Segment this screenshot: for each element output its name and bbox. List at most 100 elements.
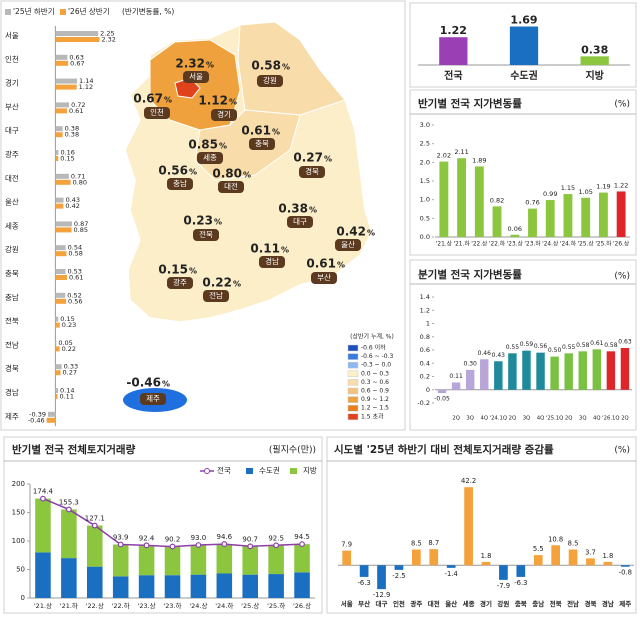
region-unit: % <box>214 218 222 227</box>
region-pill <box>167 178 193 190</box>
value-label: 0.85 <box>74 226 88 234</box>
x-tick-label: 충남 <box>532 599 544 608</box>
bar-segment <box>61 558 77 598</box>
bar <box>494 361 503 390</box>
region-value: 0.67 <box>133 92 163 106</box>
value-label: 0.82 <box>490 196 504 204</box>
panel <box>0 0 406 431</box>
region-unit: % <box>189 168 197 177</box>
region-pill <box>299 166 325 178</box>
bar <box>480 359 489 390</box>
bar <box>55 173 69 179</box>
panel <box>409 259 637 431</box>
x-tick-label: 경남 <box>602 599 614 608</box>
category-label: 전북 <box>5 316 19 326</box>
bar <box>620 348 630 390</box>
bar <box>394 565 404 570</box>
category-label: 제주 <box>5 412 19 421</box>
region-pill <box>218 181 244 193</box>
bar <box>592 349 602 390</box>
unit-label: (%) <box>614 100 630 110</box>
legend-swatch <box>347 413 359 421</box>
value-label: 0.14 <box>60 387 74 395</box>
bar <box>55 245 66 251</box>
region-unit: % <box>233 280 241 289</box>
bar <box>55 221 72 227</box>
value-label: 0.53 <box>67 268 81 276</box>
region-name: 제주 <box>146 394 160 403</box>
x-tick-label: 대구 <box>376 599 388 608</box>
x-tick-label: '22.하 <box>489 240 506 248</box>
bar <box>580 56 609 65</box>
value-label: 1.8 <box>481 552 492 560</box>
legend-swatch <box>347 379 359 386</box>
x-tick-label: 경북 <box>584 599 596 608</box>
line-marker <box>247 543 254 550</box>
value-label: 1.19 <box>596 183 610 191</box>
bar <box>46 417 56 423</box>
value-label: 90.7 <box>242 535 258 543</box>
bar <box>508 353 517 390</box>
bar <box>55 179 71 185</box>
bar <box>603 561 613 566</box>
value-label: 1.05 <box>578 188 592 196</box>
y-tick-label: 0.8 <box>420 333 430 341</box>
x-tick-label: 4Q <box>480 416 488 422</box>
value-label: 0.33 <box>64 363 78 371</box>
x-tick-label: '22.상 <box>86 601 104 610</box>
x-tick-label: '21.상 <box>34 601 52 610</box>
x-tick-label: '21.상 <box>436 240 453 248</box>
legend-swatch <box>347 396 359 403</box>
x-tick-label: '23.하 <box>524 240 541 248</box>
legend-label: 지방 <box>303 465 317 475</box>
region-unit: % <box>243 171 251 180</box>
bar-segment <box>35 498 51 553</box>
legend-label: -0.6 이하 <box>361 344 386 352</box>
bar <box>550 356 559 390</box>
value-label: 0.55 <box>506 344 520 351</box>
legend-label: 1.2 ~ 1.5 <box>361 405 389 412</box>
value-label: 7.9 <box>341 541 352 549</box>
bar <box>55 322 60 328</box>
legend-swatch <box>347 344 359 352</box>
bar <box>464 487 473 566</box>
x-tick-label: '24.하 <box>215 601 233 610</box>
value-label: 0.15 <box>60 155 74 163</box>
value-label: 0.23 <box>62 321 76 329</box>
bar <box>55 298 67 304</box>
bar <box>598 192 608 237</box>
line-marker <box>169 543 176 550</box>
value-label: 0.22 <box>62 345 76 353</box>
value-label: -7.9 <box>497 582 510 590</box>
region-name: 서울 <box>189 72 203 81</box>
bar <box>55 31 99 36</box>
region-unit: % <box>337 261 345 270</box>
region-value: 0.61 <box>241 124 271 138</box>
bar-segment <box>242 574 258 598</box>
value-label: 2.11 <box>454 148 468 156</box>
bar <box>55 227 72 233</box>
value-label: 0.06 <box>508 225 522 233</box>
category-label: 경남 <box>5 387 19 397</box>
bar-segment <box>242 546 258 575</box>
value-label: 0.61 <box>69 274 83 282</box>
legend-label: 0.9 ~ 1.2 <box>361 396 389 403</box>
value-label: 0.58 <box>68 250 82 258</box>
x-tick-label: 2Q <box>452 416 460 422</box>
x-tick-label: '24.상 <box>542 240 559 248</box>
value-label: -0.05 <box>434 396 450 403</box>
bar <box>437 389 447 394</box>
x-tick-label: '26.상 <box>613 240 630 248</box>
value-label: 0.42 <box>65 202 79 210</box>
value-label: 0.58 <box>604 342 618 349</box>
value-label: 0.63 <box>69 53 83 61</box>
x-tick-label: '25.상 <box>241 601 259 610</box>
legend-label: -0.6 ~ -0.3 <box>361 353 393 360</box>
bar <box>55 364 62 370</box>
value-label: 2.02 <box>437 152 451 160</box>
x-tick-label: 서울 <box>341 599 353 608</box>
x-tick-label: 세종 <box>463 599 475 608</box>
x-tick-label: '23.하 <box>163 601 181 610</box>
bar <box>563 194 573 237</box>
